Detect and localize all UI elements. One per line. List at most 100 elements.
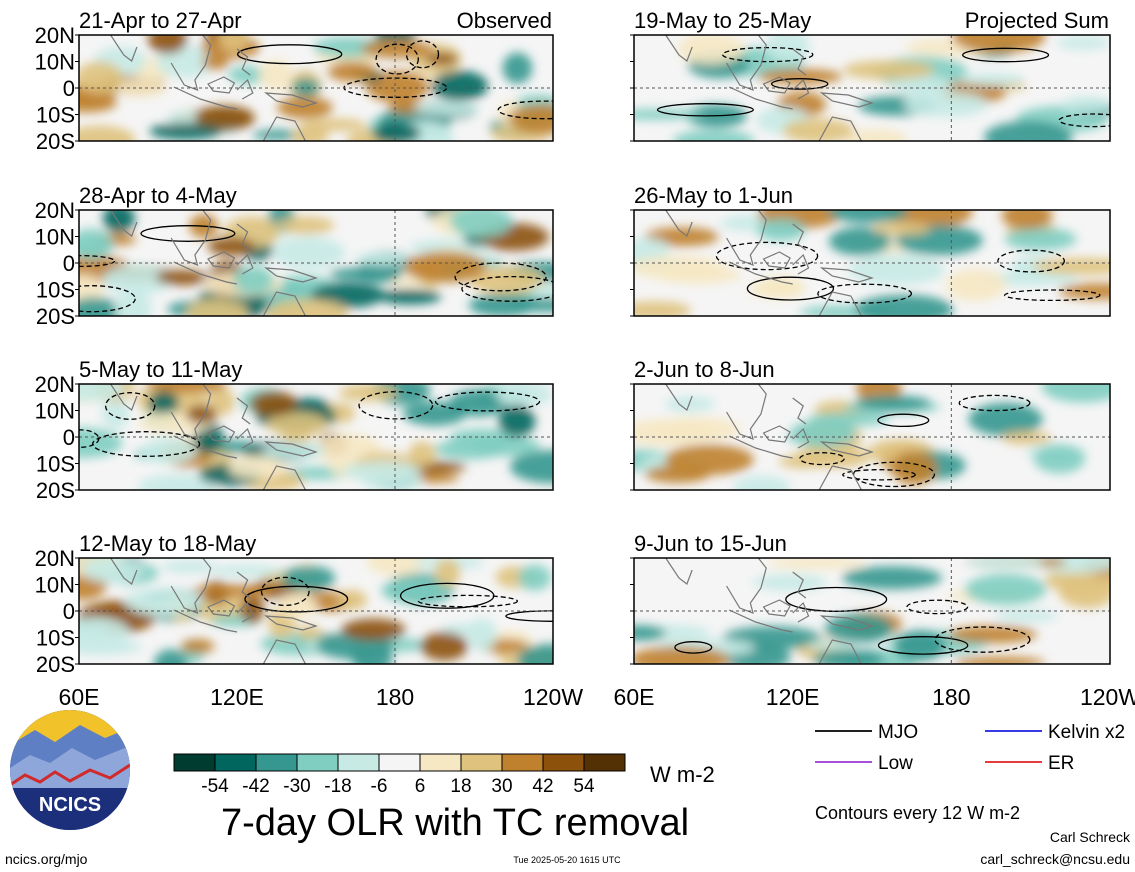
coastline [792, 48, 807, 76]
anomaly-cell [339, 384, 398, 402]
lat-tick-label: 20S [36, 304, 75, 329]
anomaly-cell [968, 402, 1043, 437]
colorbar-tick-label: -42 [242, 776, 269, 797]
anomaly-cell [498, 404, 536, 438]
coastline [236, 601, 254, 623]
olr-anomaly-field [79, 558, 553, 664]
contour-line [906, 599, 969, 615]
coastline [665, 35, 693, 62]
panel-label: 12-May to 18-May [79, 531, 256, 556]
anomaly-cell [146, 384, 227, 394]
anomaly-cell [266, 412, 328, 436]
anomaly-cell [767, 558, 866, 570]
column-label: Projected Sum [965, 8, 1109, 33]
coastline [263, 615, 318, 631]
anomaly-cell [672, 129, 755, 141]
anomaly-cell [664, 444, 754, 476]
anomaly-cell [141, 437, 198, 464]
coastline [818, 639, 862, 664]
anomaly-cell [180, 639, 215, 654]
anomaly-cell [79, 617, 129, 648]
anomaly-cell [431, 70, 488, 102]
lat-tick-label: 20S [36, 478, 75, 503]
anomaly-cell [842, 566, 942, 590]
anomaly-cell [495, 384, 553, 407]
anomaly-cell [806, 640, 862, 650]
contour-note: Contours every 12 W m-2 [815, 803, 1020, 823]
anomaly-cell [1004, 227, 1077, 251]
anomaly-cell [366, 558, 428, 577]
anomaly-cell [124, 588, 202, 616]
mjo-contours [79, 225, 553, 313]
contour-line [358, 391, 434, 420]
legend: MJO Kelvin x2 Low ER [815, 722, 1125, 774]
anomaly-cell [79, 61, 124, 94]
coastline [762, 76, 791, 94]
coastline [762, 251, 791, 269]
coastlines [110, 35, 318, 141]
contour-line [958, 394, 1031, 412]
anomaly-cell [161, 560, 217, 574]
anomaly-cell [153, 649, 188, 664]
chart-title: 7-day OLR with TC removal [221, 802, 689, 844]
colorbar-tick-label: 6 [415, 776, 426, 797]
anomaly-cell [186, 405, 217, 424]
coastlines [665, 35, 874, 141]
anomaly-cell [634, 108, 705, 120]
site-url[interactable]: ncics.org/mjo [5, 851, 88, 867]
anomaly-cell [228, 65, 267, 84]
contour-line [434, 391, 541, 412]
lat-tick-label: 10N [35, 399, 75, 424]
lat-tick-label: 10S [36, 626, 75, 651]
units-label: W m-2 [650, 762, 715, 787]
coastline [792, 571, 807, 599]
contour-line [461, 275, 553, 302]
anomaly-cell [752, 574, 828, 591]
anomaly-cell [155, 269, 209, 286]
anomaly-cell [354, 252, 408, 266]
anomaly-cell [434, 558, 461, 587]
anomaly-cell [408, 441, 437, 467]
anomaly-cell [733, 475, 791, 490]
anomaly-cell [469, 266, 545, 295]
anomaly-cell [208, 387, 235, 416]
anomaly-cell [218, 35, 249, 53]
coastline [110, 210, 138, 237]
anomaly-cell [854, 294, 954, 316]
colorbar-swatch [214, 753, 257, 772]
anomaly-cell [193, 584, 274, 597]
anomaly-cell [1056, 36, 1110, 50]
anomaly-cell [844, 129, 908, 141]
contour-line [746, 276, 835, 301]
anomaly-cell [249, 391, 298, 417]
coastline [665, 384, 693, 411]
anomaly-cell [1041, 384, 1110, 403]
lat-tick-label: 10N [35, 573, 75, 598]
lat-tick-label: 20S [36, 129, 75, 154]
lat-tick-label: 20N [35, 23, 75, 48]
coastline [173, 435, 238, 459]
anomaly-cell [468, 293, 537, 316]
contour-line [375, 43, 419, 75]
coastline [762, 599, 791, 617]
anomaly-cell [102, 264, 174, 296]
coastline [173, 86, 238, 110]
anomaly-cell [79, 228, 113, 260]
anomaly-cell [508, 104, 553, 134]
colorbar-swatch [583, 753, 626, 772]
colorbar-tick-label: 18 [450, 776, 471, 797]
panel-label: 2-Jun to 8-Jun [634, 357, 775, 382]
anomaly-cell [765, 35, 811, 63]
coastline [819, 267, 874, 283]
anomaly-cell [137, 474, 219, 490]
coastline [728, 435, 793, 459]
map-panel: 9-Jun to 15-Jun [630, 531, 1111, 665]
coastline [263, 441, 318, 457]
anomaly-cell [194, 105, 255, 131]
colorbar-tick-label: 54 [573, 776, 595, 797]
anomaly-cell [296, 625, 322, 639]
anomaly-cell [292, 124, 329, 141]
contour-line [505, 610, 553, 622]
anomaly-cell [1032, 257, 1110, 275]
